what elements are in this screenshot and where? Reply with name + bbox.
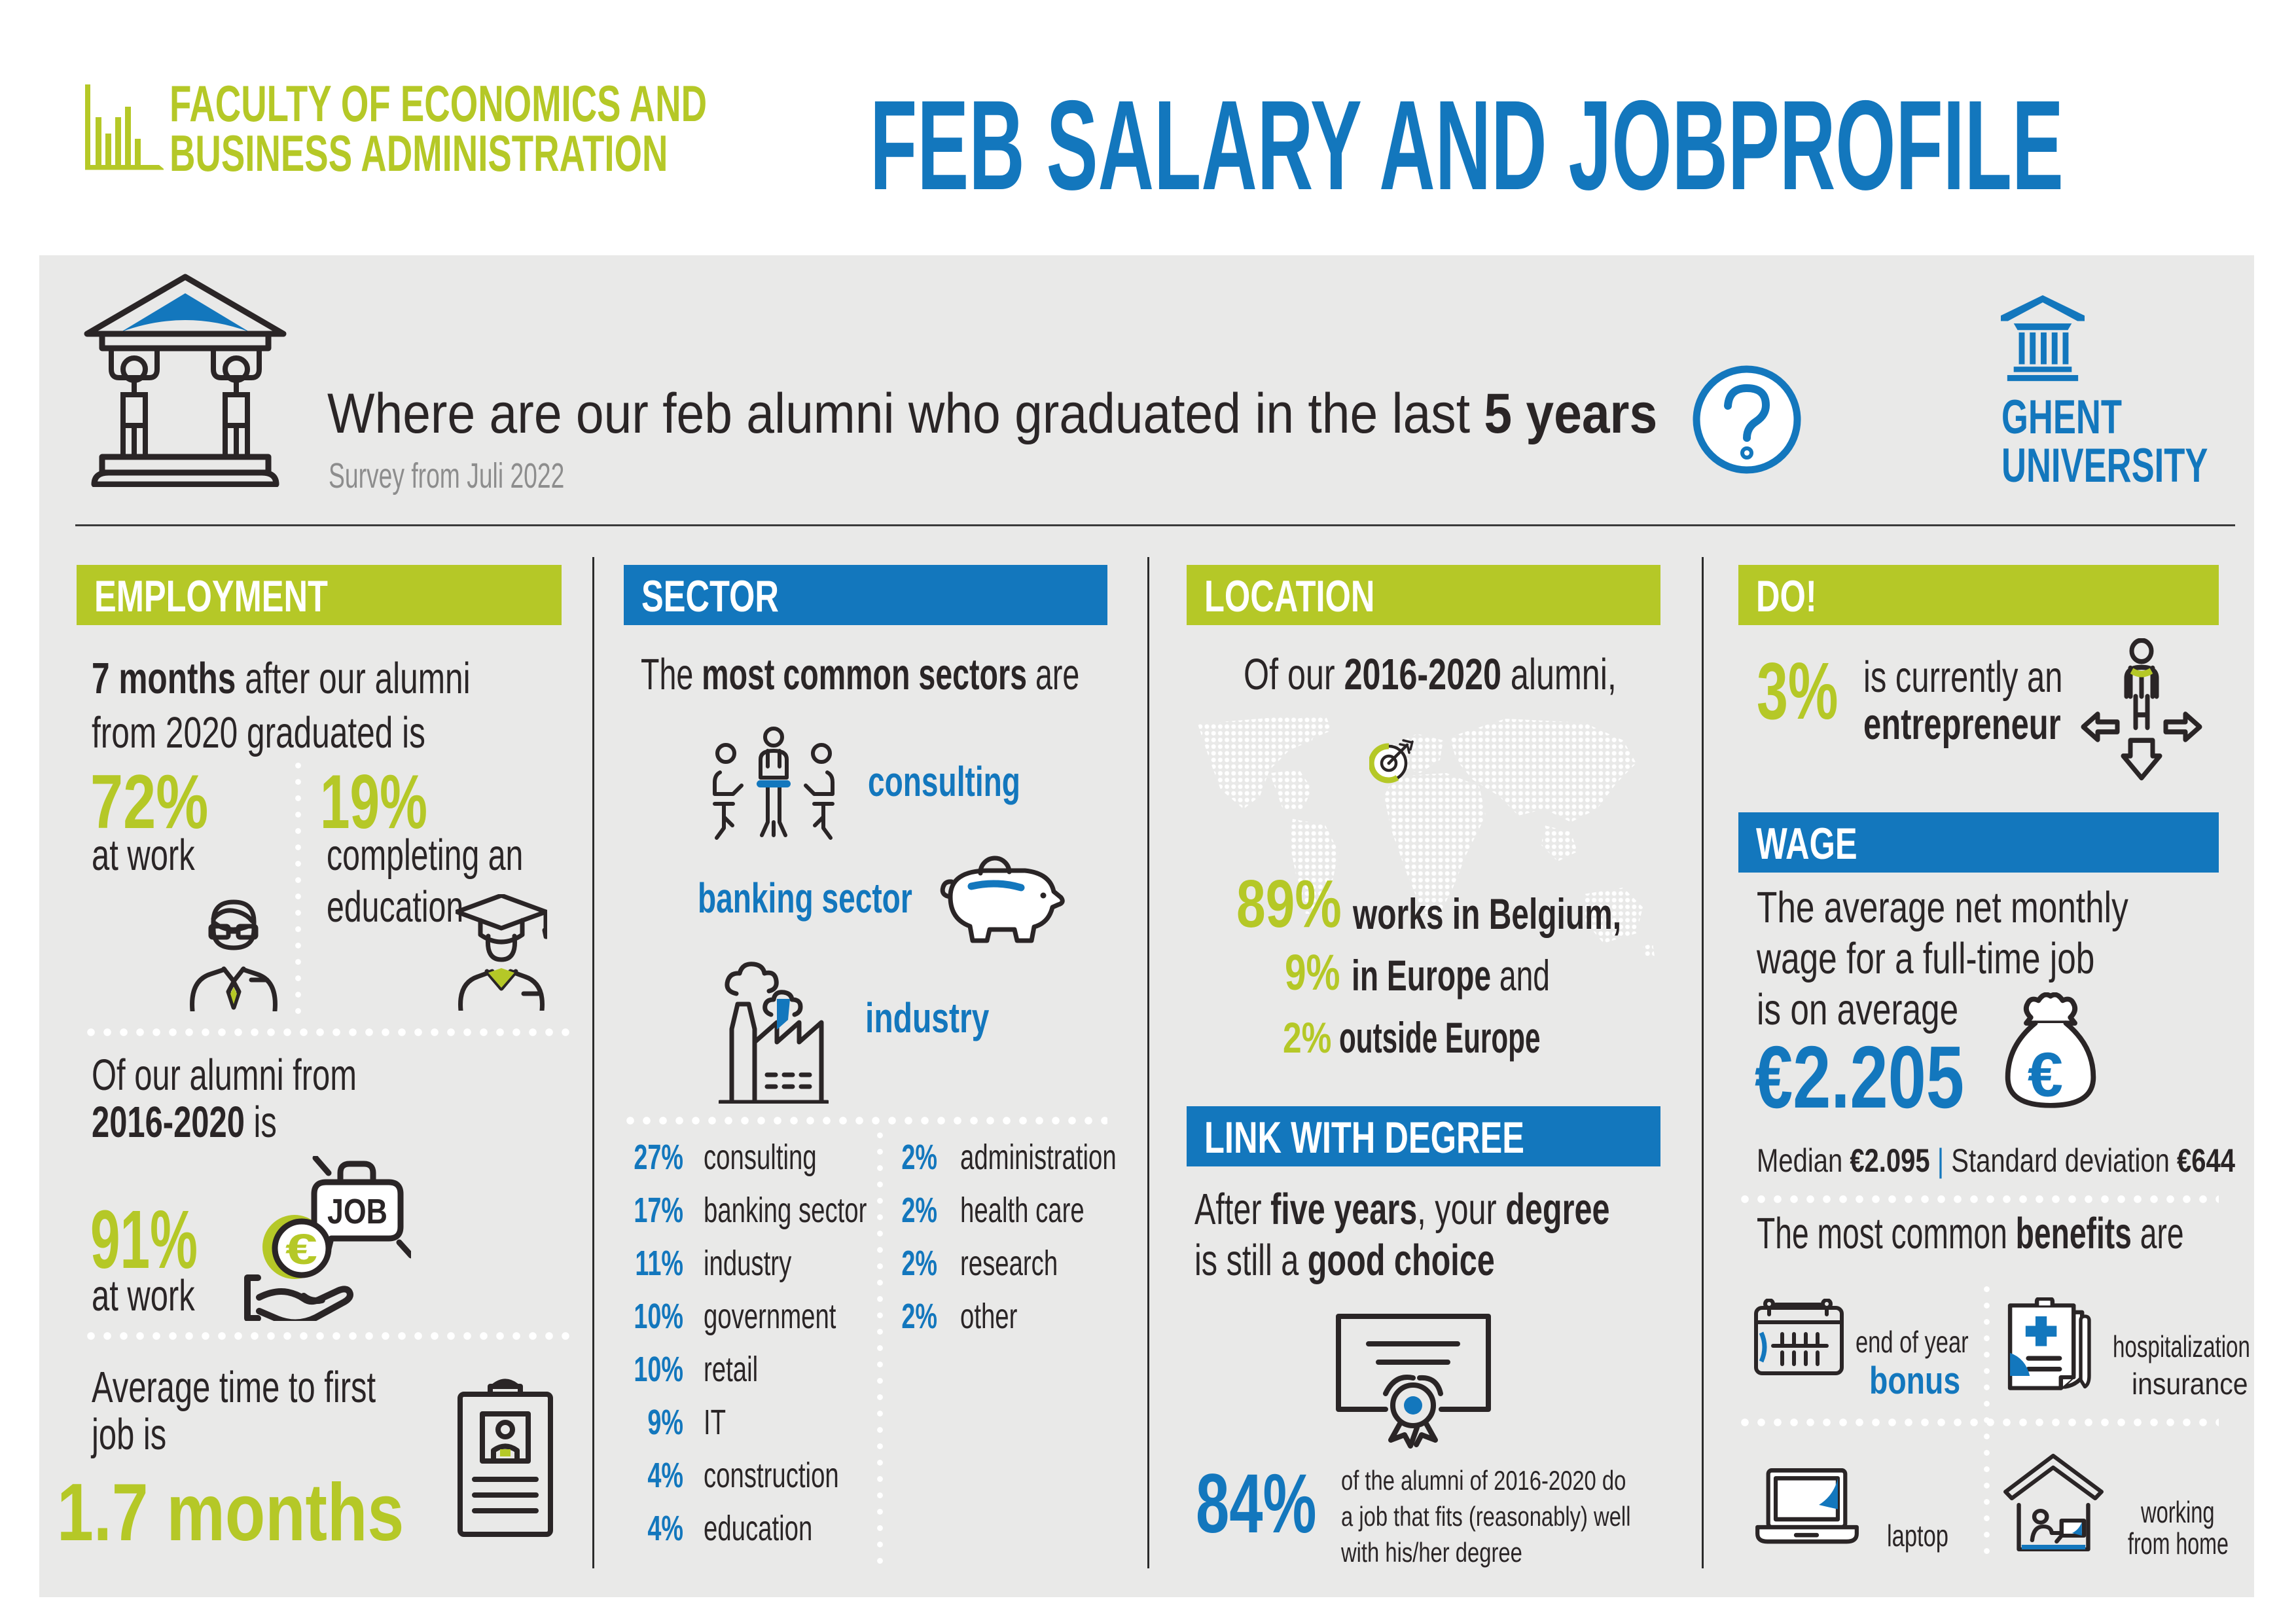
svg-text:€: € [2028, 1039, 2063, 1110]
svg-text:JOB: JOB [327, 1192, 387, 1231]
svg-text:€: € [285, 1225, 317, 1273]
